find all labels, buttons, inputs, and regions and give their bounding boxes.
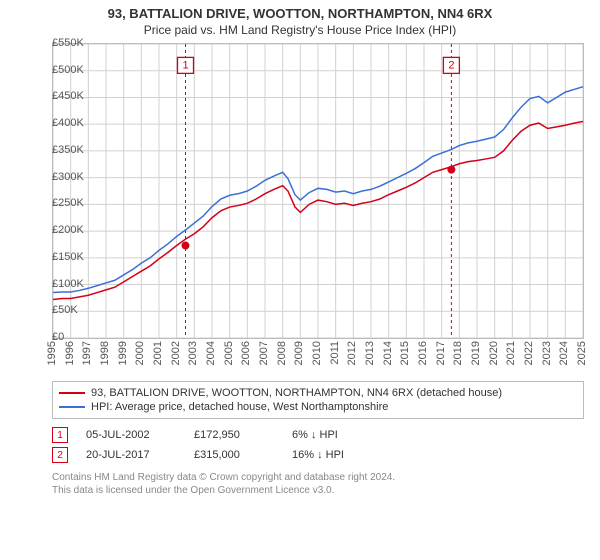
x-tick-label: 2025	[576, 341, 588, 365]
x-tick-label: 2000	[134, 341, 146, 365]
x-tick-label: 2011	[329, 341, 341, 365]
svg-text:2: 2	[448, 59, 454, 71]
event-delta-1: 6% ↓ HPI	[292, 429, 338, 441]
x-tick-label: 2003	[187, 341, 199, 365]
x-tick-label: 2023	[541, 341, 553, 365]
event-delta-2: 16% ↓ HPI	[292, 449, 344, 461]
x-tick-label: 2024	[558, 341, 570, 365]
x-tick-label: 2019	[470, 341, 482, 365]
x-tick-label: 2022	[523, 341, 535, 365]
legend-item-address: 93, BATTALION DRIVE, WOOTTON, NORTHAMPTO…	[59, 386, 577, 400]
legend-item-hpi: HPI: Average price, detached house, West…	[59, 400, 577, 414]
footer-line-1: Contains HM Land Registry data © Crown c…	[52, 471, 584, 484]
event-index-box-1: 1	[52, 427, 68, 443]
x-tick-label: 1995	[46, 341, 58, 365]
x-tick-label: 1998	[99, 341, 111, 365]
event-price-2: £315,000	[194, 449, 274, 461]
event-row-1: 1 05-JUL-2002 £172,950 6% ↓ HPI	[52, 425, 584, 445]
legend: 93, BATTALION DRIVE, WOOTTON, NORTHAMPTO…	[52, 381, 584, 419]
plot-svg: 12	[53, 44, 583, 338]
event-index-1: 1	[57, 430, 63, 441]
x-tick-label: 2009	[293, 341, 305, 365]
x-tick-label: 2010	[311, 341, 323, 365]
x-tick-label: 2017	[435, 341, 447, 365]
legend-label-hpi: HPI: Average price, detached house, West…	[91, 401, 388, 413]
x-tick-label: 2004	[205, 341, 217, 365]
plot-region: 12	[52, 43, 584, 339]
x-tick-label: 2013	[364, 341, 376, 365]
legend-label-address: 93, BATTALION DRIVE, WOOTTON, NORTHAMPTO…	[91, 387, 502, 399]
x-tick-label: 2014	[382, 341, 394, 365]
x-tick-label: 2006	[240, 341, 252, 365]
x-tick-label: 1999	[117, 341, 129, 365]
legend-swatch-hpi	[59, 406, 85, 408]
x-tick-label: 2001	[152, 341, 164, 365]
chart-subtitle: Price paid vs. HM Land Registry's House …	[8, 23, 592, 37]
svg-text:1: 1	[182, 59, 188, 71]
x-tick-label: 2016	[417, 341, 429, 365]
event-price-1: £172,950	[194, 429, 274, 441]
event-row-2: 2 20-JUL-2017 £315,000 16% ↓ HPI	[52, 445, 584, 465]
event-index-box-2: 2	[52, 447, 68, 463]
chart-container: 93, BATTALION DRIVE, WOOTTON, NORTHAMPTO…	[0, 0, 600, 560]
footer-line-2: This data is licensed under the Open Gov…	[52, 484, 584, 497]
x-tick-label: 2007	[258, 341, 270, 365]
x-tick-label: 1996	[64, 341, 76, 365]
event-index-2: 2	[57, 450, 63, 461]
x-tick-label: 2018	[452, 341, 464, 365]
event-date-2: 20-JUL-2017	[86, 449, 176, 461]
events-table: 1 05-JUL-2002 £172,950 6% ↓ HPI 2 20-JUL…	[52, 425, 584, 465]
x-tick-label: 2005	[223, 341, 235, 365]
x-tick-label: 2020	[488, 341, 500, 365]
footer: Contains HM Land Registry data © Crown c…	[52, 471, 584, 497]
x-tick-label: 1997	[81, 341, 93, 365]
event-date-1: 05-JUL-2002	[86, 429, 176, 441]
x-tick-label: 2021	[505, 341, 517, 365]
chart-title: 93, BATTALION DRIVE, WOOTTON, NORTHAMPTO…	[8, 6, 592, 21]
x-tick-label: 2002	[170, 341, 182, 365]
legend-swatch-address	[59, 392, 85, 394]
x-tick-label: 2012	[346, 341, 358, 365]
x-tick-label: 2008	[276, 341, 288, 365]
chart-area: 12 £0£50K£100K£150K£200K£250K£300K£350K£…	[8, 43, 592, 373]
x-tick-label: 2015	[399, 341, 411, 365]
